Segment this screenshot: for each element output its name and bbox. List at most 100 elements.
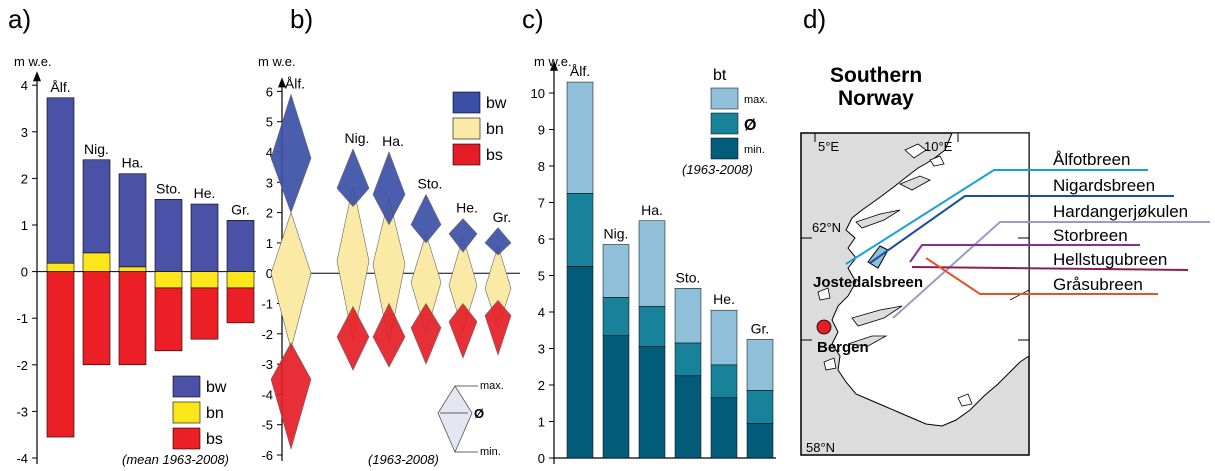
legend-label-bs: bs [206,431,223,448]
panel-a-tick-label: -4 [16,451,28,466]
panel-a-note: (mean 1963-2008) [122,452,229,467]
legend-swatch-bn [172,401,201,424]
panel-c-tick-label: 4 [538,305,545,320]
bar-bn [82,252,111,272]
leader-grasubreen [925,257,1158,295]
panel-a-y-arrow [33,71,41,82]
range-diamond-bw [372,151,406,226]
island-5 [957,393,973,407]
bar-bs [154,287,183,352]
category-label: Nig. [604,225,629,241]
range-diamond-bw [410,193,442,244]
legend-swatch-bs [172,427,201,450]
panel-b-range-key: max. Ø min. [437,380,504,458]
lat-label-58n: 58°N [806,440,835,455]
panel-c-tick-label: 0 [538,451,545,466]
category-label: Sto. [156,180,181,196]
fjord-3 [847,335,888,347]
category-label: Ha. [641,202,663,218]
panel-a-bars [46,97,255,438]
bar-bn [154,271,183,289]
panel-a-tick-label: 3 [21,125,28,140]
legend-swatch-bt [710,87,739,110]
place-bergen: Bergen [817,339,869,356]
category-label: He. [456,200,478,216]
place-jostedalsbreen: Jostedalsbreen [813,274,923,291]
range-diamond-bw [484,227,512,256]
legend-label-bn: bn [206,405,224,422]
bar-bw [226,220,255,272]
panel-b-label: b) [290,4,313,34]
leader-storbreen [909,244,1140,263]
category-label: He. [194,185,216,201]
legend-swatch-bs [452,143,481,166]
panel-b-tick-label: 5 [266,115,273,130]
bar-bt-min [674,375,702,459]
panel-b-tick-label: -2 [261,327,273,342]
bar-bw [46,97,75,264]
panel-c-tick-label: 5 [538,269,545,284]
panel-c-bars [566,81,774,459]
glacier-leader-lines [845,169,1210,319]
panel-c-tick-label: 8 [538,159,545,174]
category-label: Ålf. [285,75,305,91]
range-diamond-bs [448,303,478,359]
fjord-2 [851,305,903,327]
panel-c-tick-label: 9 [538,123,545,138]
glacier-label-alfotbreen: Ålfotbreen [1053,150,1131,169]
panel-a-unit: m w.e. [14,54,52,69]
category-label: Gr. [751,320,770,336]
panel-a-tick-label: 0 [21,265,28,280]
bar-bt-min [602,335,630,459]
panel-b-tick-label: 3 [266,175,273,190]
bar-bt-mean [602,297,630,336]
legend-label-bw: bw [486,95,507,112]
panel-b-tick-label: -4 [261,387,273,402]
panel-a-label: a) [8,4,31,34]
bar-bt-max [602,244,630,298]
bar-bt-max [746,339,774,391]
island-1 [904,143,927,159]
bar-bs [190,287,219,340]
bar-bt-min [746,423,774,459]
panel-b-tick-label: 4 [266,145,273,160]
range-key-max: max. [480,380,504,392]
panel-b-tick-label: 0 [266,266,273,281]
bar-bn [226,271,255,289]
bar-bt-mean [638,306,666,347]
panel-a-tick-label: -1 [16,311,28,326]
leader-hellstugubreen [911,266,1189,271]
legend-label-bt: Ø [744,117,756,134]
panel-a-tick-label: -2 [16,358,28,373]
panel-c-label: c) [522,4,544,34]
bar-bw [190,203,219,272]
legend-label-bw: bw [206,379,227,396]
range-diamond-bn [270,211,312,351]
panel-c-tick-label: 1 [538,415,545,430]
range-key-min: min. [480,446,501,458]
panel-c-categories: Ålf. Nig. Ha. Sto. He. Gr. [570,63,769,336]
range-diamond-bw [270,93,312,214]
panel-c-legend-title: bt [713,67,727,84]
bar-bt-mean [674,342,702,377]
category-label: Ålf. [50,79,70,95]
bar-bw [118,173,147,268]
panel-c-tick-label: 10 [531,86,545,101]
leader-hardangerjokulen [892,221,1210,319]
bar-bt-mean [710,364,738,399]
lon-label-5e: 5°E [818,139,839,154]
panel-b-tick-label: 6 [266,84,273,99]
panel-c-y-arrow [550,60,558,71]
panel-d-map: d) Southern Norway 5°E 10°E 62°N 58°N Jo… [800,4,1210,456]
range-key-diamond [437,385,473,454]
category-label: Ha. [382,133,404,149]
range-diamond-bs [484,300,512,356]
bar-bn [190,271,219,289]
bar-bn [118,266,147,272]
map-title-line2: Norway [838,87,914,110]
panel-c-unit: m w.e. [534,54,572,69]
island-3 [817,287,831,301]
lat-label-62n: 62°N [812,220,841,235]
island-2 [929,155,945,167]
